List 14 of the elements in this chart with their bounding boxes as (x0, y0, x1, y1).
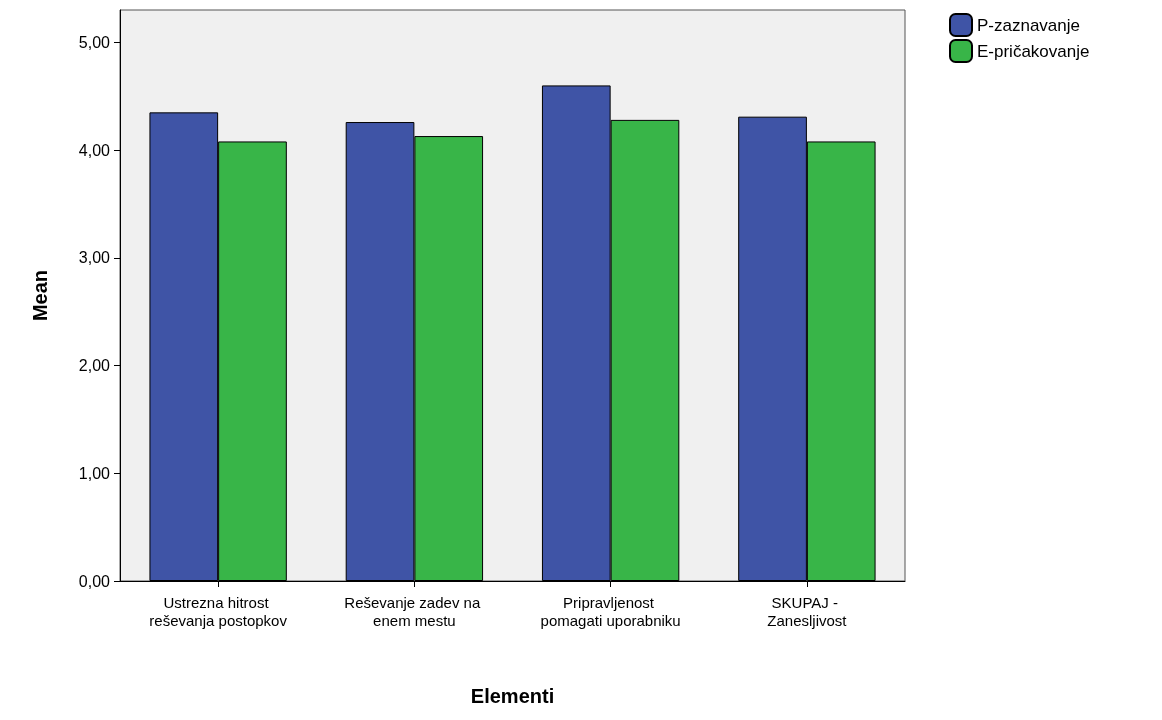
y-tick-label: 4,00 (78, 141, 111, 159)
x-tick-label: Ustrezna hitrost reševanja postopkov (149, 593, 288, 629)
legend-label: E-pričakovanje (977, 41, 1090, 61)
y-tick-label: 1,00 (78, 464, 111, 482)
legend-label: P-zaznavanje (977, 15, 1081, 35)
y-axis-title: Mean (29, 269, 51, 322)
x-tick-label: SKUPAJ - Zanesljivost (767, 593, 848, 629)
x-tick-label: Reševanje zadev na enem mestu (344, 593, 485, 629)
y-tick-label: 0,00 (78, 572, 111, 590)
x-axis-title: Elementi (470, 685, 555, 707)
y-tick-label: 5,00 (78, 33, 111, 51)
x-tick-label: Pripravljenost pomagati uporabniku (540, 593, 681, 629)
y-tick-label: 3,00 (78, 249, 111, 267)
y-tick-label: 2,00 (78, 357, 111, 375)
